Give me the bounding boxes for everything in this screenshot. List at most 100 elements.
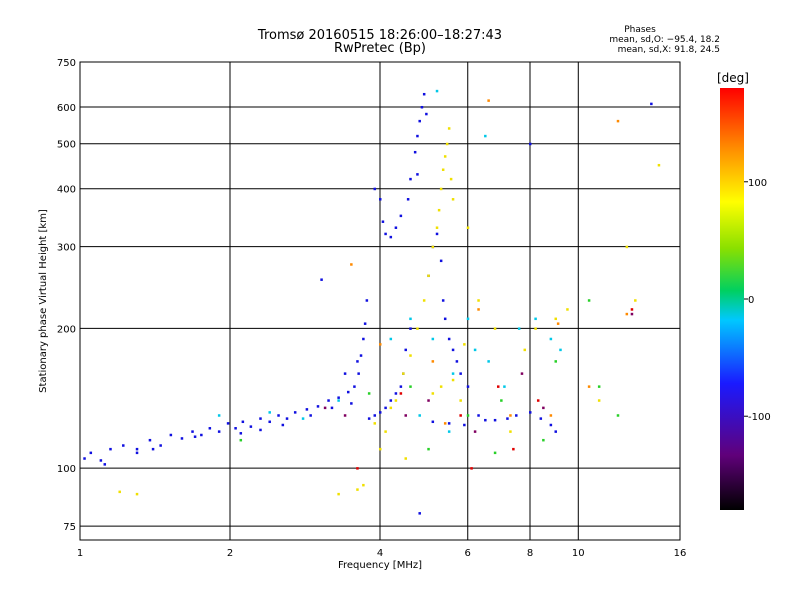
data-point <box>496 385 500 388</box>
data-point <box>515 414 518 417</box>
data-point <box>443 422 447 425</box>
data-point <box>493 418 497 422</box>
data-point <box>435 226 439 229</box>
data-point <box>135 492 139 496</box>
data-point <box>362 483 365 487</box>
phase-stats-x: mean, sd,X: 91.8, 24.5 <box>617 45 720 55</box>
data-point <box>449 177 453 181</box>
data-point <box>634 299 637 302</box>
data-point <box>103 463 107 466</box>
data-point <box>477 308 480 311</box>
data-point <box>135 451 139 455</box>
data-point <box>268 420 271 424</box>
data-points <box>83 89 661 515</box>
data-point <box>379 343 382 346</box>
x-tick-label: 1 <box>77 548 83 559</box>
data-point <box>427 399 430 402</box>
data-point <box>226 422 230 425</box>
data-point <box>399 385 403 388</box>
data-point <box>337 399 340 402</box>
y-tick-label: 400 <box>57 185 76 196</box>
data-point <box>367 417 371 420</box>
data-point <box>439 187 443 191</box>
data-point <box>343 372 347 375</box>
data-point <box>353 385 356 388</box>
data-point <box>443 317 447 321</box>
data-point <box>148 438 152 442</box>
data-point <box>135 447 139 451</box>
data-point <box>477 414 480 417</box>
data-point <box>394 392 398 395</box>
x-tick-label: 8 <box>527 548 533 559</box>
data-point <box>305 408 309 411</box>
data-point <box>422 92 426 96</box>
data-point <box>616 414 620 417</box>
data-point <box>409 317 412 321</box>
data-point <box>409 354 412 357</box>
colorbar-label: [deg] <box>717 71 749 85</box>
data-point <box>89 451 93 455</box>
data-point <box>625 245 629 249</box>
data-point <box>500 399 503 402</box>
data-point <box>657 163 661 167</box>
data-point <box>625 312 629 316</box>
colorbar-tick-label: 0 <box>748 295 754 306</box>
data-point <box>277 414 280 417</box>
data-point <box>151 447 155 451</box>
data-point <box>425 112 428 116</box>
data-point <box>451 348 455 352</box>
data-point <box>520 372 524 375</box>
x-tick-label: 16 <box>674 548 687 559</box>
data-point <box>587 299 591 302</box>
data-point <box>293 411 297 414</box>
data-point <box>439 385 443 388</box>
x-tick-label: 6 <box>465 548 471 559</box>
data-point <box>437 208 441 212</box>
x-tick-label: 4 <box>377 548 383 559</box>
data-point <box>427 447 430 451</box>
data-point <box>409 385 412 388</box>
data-point <box>422 299 426 302</box>
data-point <box>484 418 487 422</box>
data-point <box>416 327 419 330</box>
axis-ticks: 1 2 4 6 8 10 16 75 100 200 300 400 500 600 750 <box>57 58 686 559</box>
data-point <box>587 385 591 388</box>
data-point <box>409 177 412 181</box>
data-point <box>503 385 506 388</box>
data-point <box>337 396 340 399</box>
data-point <box>536 399 540 402</box>
data-point <box>191 430 194 433</box>
data-point <box>394 399 398 402</box>
data-point <box>459 414 462 417</box>
data-point <box>523 348 527 352</box>
data-point <box>356 360 359 363</box>
data-point <box>542 438 545 442</box>
data-point <box>473 348 477 352</box>
data-point <box>404 348 407 352</box>
data-point <box>389 235 393 239</box>
data-point <box>359 354 363 357</box>
data-point <box>517 327 521 330</box>
data-point <box>180 437 184 440</box>
data-point <box>554 430 557 433</box>
data-point <box>389 406 393 410</box>
data-point <box>542 406 545 410</box>
data-point <box>399 392 403 395</box>
data-point <box>431 337 435 341</box>
data-point <box>554 360 557 363</box>
data-point <box>470 467 473 470</box>
y-tick-label: 600 <box>57 103 76 114</box>
data-point <box>118 490 121 494</box>
data-point <box>451 378 455 382</box>
data-point <box>239 432 243 435</box>
data-point <box>362 337 365 341</box>
data-point <box>350 263 353 266</box>
data-point <box>330 406 334 410</box>
data-point <box>506 417 509 420</box>
data-point <box>441 299 445 302</box>
data-point <box>466 385 470 388</box>
data-point <box>459 399 462 402</box>
data-point <box>439 259 443 263</box>
y-tick-label: 200 <box>57 324 76 335</box>
